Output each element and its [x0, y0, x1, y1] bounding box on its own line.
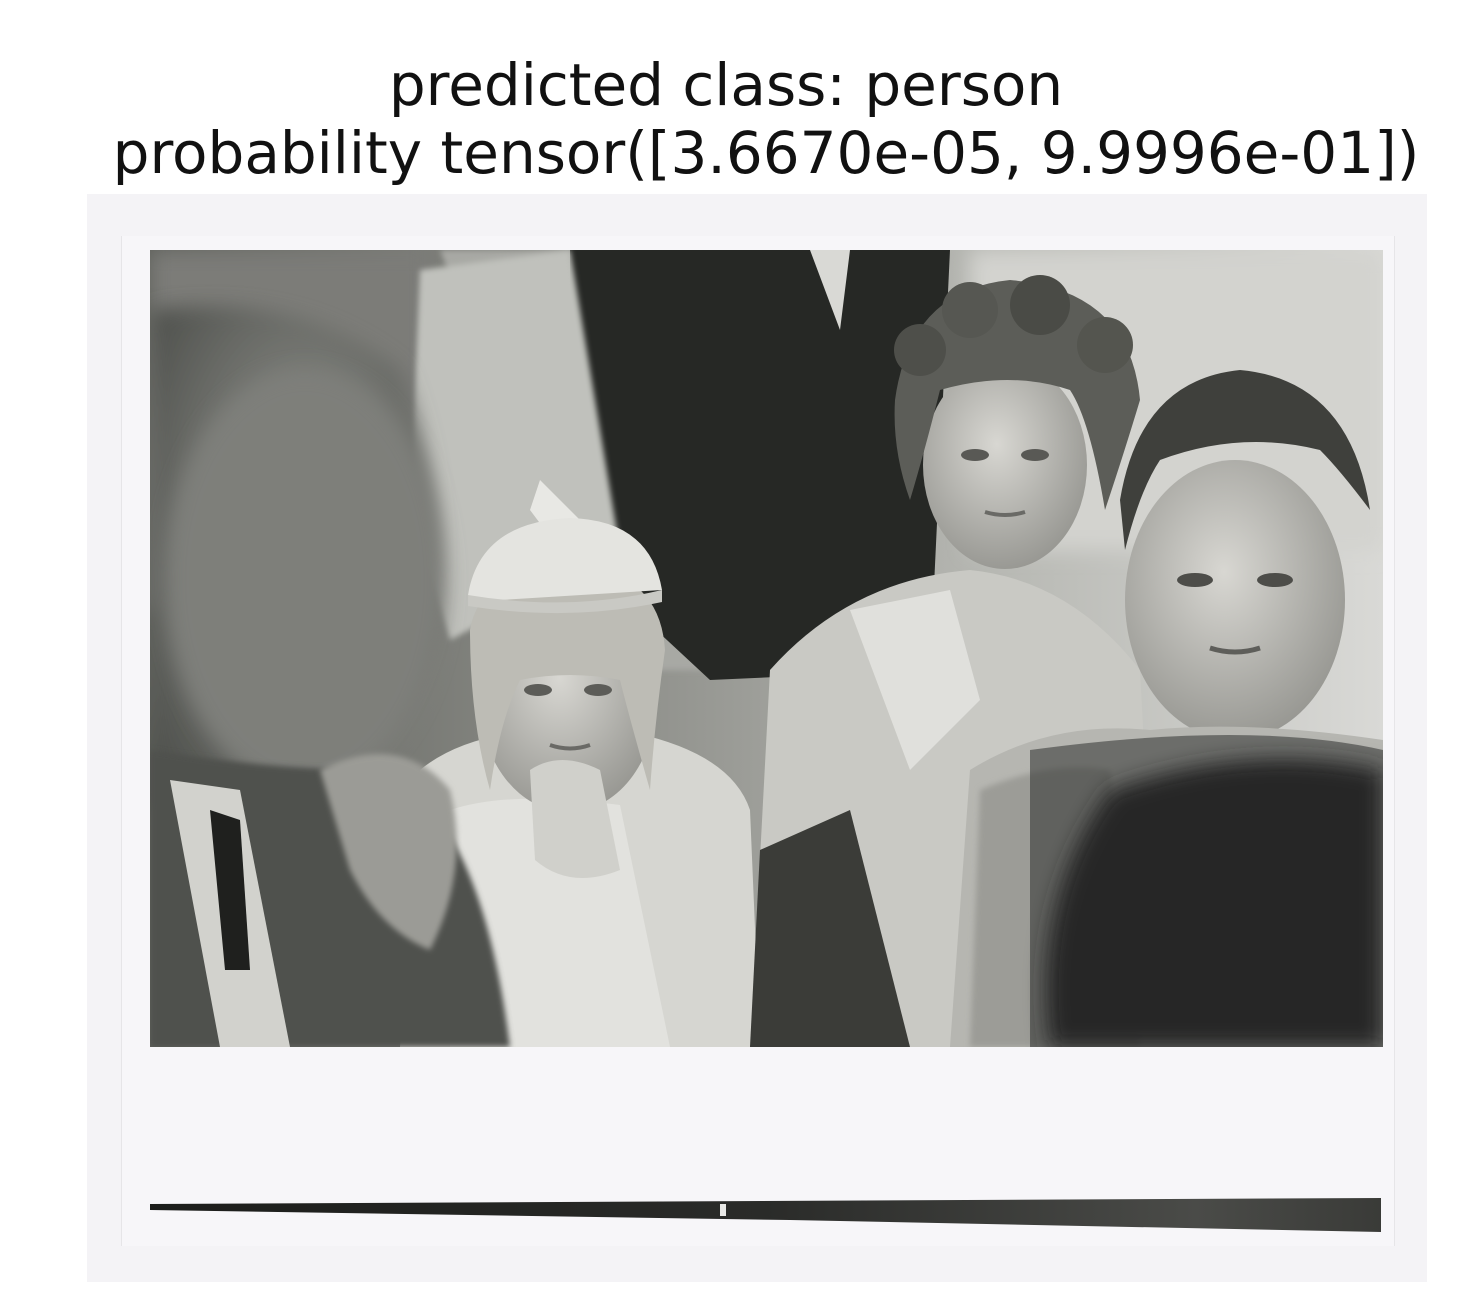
blurred-foreground-man [150, 306, 510, 1047]
probability-title: probability tensor([3.6670e-05, 9.9996e-… [112, 119, 1420, 187]
scanned-print [87, 194, 1427, 1282]
predicted-class-title: predicted class: person [388, 51, 1064, 119]
film-edge-strip [150, 1196, 1381, 1234]
crowd-photo [150, 250, 1383, 1047]
blurred-foreground-shoulder [1046, 758, 1383, 1047]
